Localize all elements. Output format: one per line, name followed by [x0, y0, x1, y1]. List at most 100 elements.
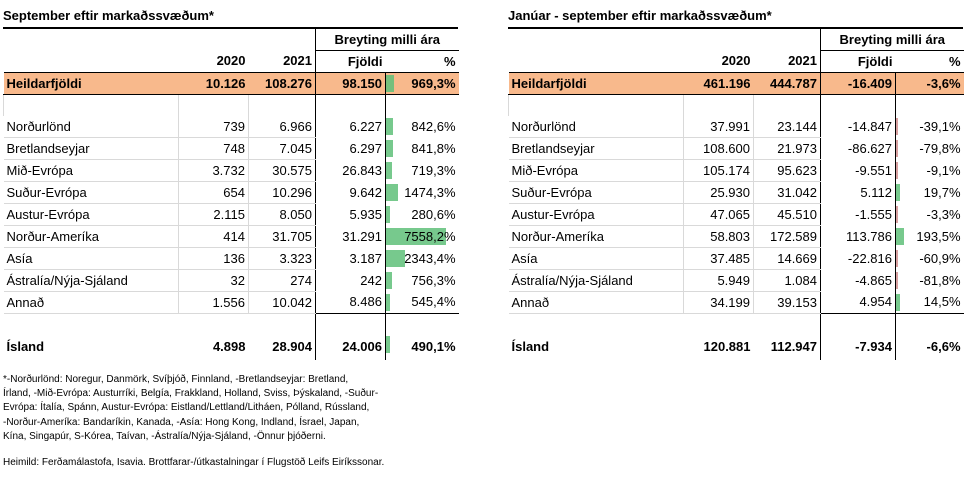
table-row: Suður-Evrópa 654 10.296 9.642 1474,3%	[3, 181, 459, 204]
row-2020: 105.174	[683, 159, 754, 182]
table-row: Asía 37.485 14.669 -22.816 -60,9%	[508, 247, 964, 270]
table-row: Annað 1.556 10.042 8.486 545,4%	[3, 291, 459, 314]
row-pct: -3,3%	[894, 203, 964, 226]
panel-title: September eftir markaðssvæðum*	[3, 8, 214, 23]
island-pct-bar	[386, 336, 390, 353]
row-2020: 136	[178, 247, 249, 270]
total-pct: 969,3%	[384, 72, 459, 95]
row-change: 31.291	[315, 225, 386, 248]
row-label: Norður-Ameríka	[3, 225, 179, 248]
header-2021: 2021	[753, 50, 821, 73]
januar-september-table: Breyting milli ára 2020 2021 Fjöldi % He…	[508, 29, 964, 360]
row-label: Suður-Evrópa	[3, 181, 179, 204]
row-pct: -81,8%	[894, 269, 964, 292]
row-change: -9.551	[820, 159, 896, 182]
row-2021: 30.575	[248, 159, 316, 182]
table-row: Annað 34.199 39.153 4.954 14,5%	[508, 291, 964, 314]
row-pct: 193,5%	[894, 225, 964, 248]
table-row: Ástralía/Nýja-Sjáland 32 274 242 756,3%	[3, 269, 459, 292]
row-2020: 1.556	[178, 291, 249, 314]
row-label: Mið-Evrópa	[3, 159, 179, 182]
row-2021: 8.050	[248, 203, 316, 226]
row-2021: 21.973	[753, 137, 821, 160]
row-label: Norður-Ameríka	[508, 225, 684, 248]
row-2020: 32	[178, 269, 249, 292]
header-breyting: Breyting milli ára	[819, 29, 964, 51]
total-change: 98.150	[315, 72, 386, 95]
row-label: Norðurlönd	[3, 116, 179, 138]
header-2020: 2020	[178, 50, 249, 73]
pct-bar	[896, 183, 900, 201]
total-change: -16.409	[820, 72, 896, 95]
footnote-line: Kína, Singapúr, S-Kórea, Taívan, -Ástral…	[3, 430, 326, 442]
negative-marker	[896, 249, 898, 267]
row-2020: 25.930	[683, 181, 754, 204]
row-2021: 10.042	[248, 291, 316, 314]
row-2021: 1.084	[753, 269, 821, 292]
pct-bar	[386, 139, 393, 157]
spacer-row	[508, 94, 964, 116]
total-2020: 10.126	[178, 72, 249, 95]
row-2021: 45.510	[753, 203, 821, 226]
row-change: 5.112	[820, 181, 896, 204]
row-pct: 1474,3%	[384, 181, 459, 204]
row-2020: 58.803	[683, 225, 754, 248]
island-label: Ísland	[511, 339, 550, 354]
header-pct: %	[895, 50, 964, 73]
pct-bar	[386, 271, 392, 289]
island-label: Ísland	[6, 339, 45, 354]
row-pct: 545,4%	[384, 291, 459, 314]
row-2020: 37.991	[683, 116, 754, 138]
table-row: Norðurlönd 37.991 23.144 -14.847 -39,1%	[508, 116, 964, 138]
row-change: 4.954	[820, 291, 896, 314]
row-change: 6.227	[315, 116, 386, 138]
row-2020: 37.485	[683, 247, 754, 270]
row-2020: 3.732	[178, 159, 249, 182]
row-2021: 274	[248, 269, 316, 292]
header-fjoldi: Fjöldi	[315, 50, 386, 73]
row-label: Asía	[508, 247, 684, 270]
pct-bar	[386, 161, 392, 179]
island-row: Ísland 120.881 112.947 -7.934 -6,6%	[509, 334, 964, 360]
table-row: Norður-Ameríka 58.803 172.589 113.786 193,5%	[508, 225, 964, 248]
row-2021: 172.589	[753, 225, 821, 248]
table-row: Norður-Ameríka 414 31.705 31.291 7558,2%	[3, 225, 459, 248]
table-row: Bretlandseyjar 108.600 21.973 -86.627 -79,8%	[508, 137, 964, 160]
island-pct: 490,1%	[384, 334, 459, 360]
row-label: Ástralía/Nýja-Sjáland	[3, 269, 179, 292]
row-label: Austur-Evrópa	[508, 203, 684, 226]
row-change: 8.486	[315, 291, 386, 314]
row-label: Mið-Evrópa	[508, 159, 684, 182]
row-label: Asía	[3, 247, 179, 270]
row-change: 9.642	[315, 181, 386, 204]
row-change: -14.847	[820, 116, 896, 138]
source-note: Heimild: Ferðamálastofa, Isavia. Brottfa…	[3, 457, 385, 468]
row-2020: 108.600	[683, 137, 754, 160]
row-2021: 14.669	[753, 247, 821, 270]
table-row: Suður-Evrópa 25.930 31.042 5.112 19,7%	[508, 181, 964, 204]
footnote-line: *-Norðurlönd: Noregur, Danmörk, Svíþjóð,…	[3, 374, 349, 385]
row-change: -1.555	[820, 203, 896, 226]
row-change: 242	[315, 269, 386, 292]
row-2020: 739	[178, 116, 249, 138]
row-2021: 95.623	[753, 159, 821, 182]
row-2020: 414	[178, 225, 249, 248]
pct-bar	[386, 118, 393, 135]
pct-bar	[386, 249, 405, 267]
gap-row	[4, 313, 459, 334]
row-pct: 842,6%	[384, 116, 459, 138]
total-pct-bar	[386, 75, 394, 92]
title-rule	[508, 27, 963, 29]
row-pct: 756,3%	[384, 269, 459, 292]
row-pct: -39,1%	[894, 116, 964, 138]
row-pct: 719,3%	[384, 159, 459, 182]
row-2021: 31.042	[753, 181, 821, 204]
negative-marker	[896, 161, 898, 179]
island-2020: 4.898	[212, 339, 246, 354]
row-pct: -9,1%	[894, 159, 964, 182]
row-2021: 39.153	[753, 291, 821, 314]
row-change: 113.786	[820, 225, 896, 248]
header-2021: 2021	[248, 50, 316, 73]
table-row: Mið-Evrópa 105.174 95.623 -9.551 -9,1%	[508, 159, 964, 182]
table-row: Mið-Evrópa 3.732 30.575 26.843 719,3%	[3, 159, 459, 182]
